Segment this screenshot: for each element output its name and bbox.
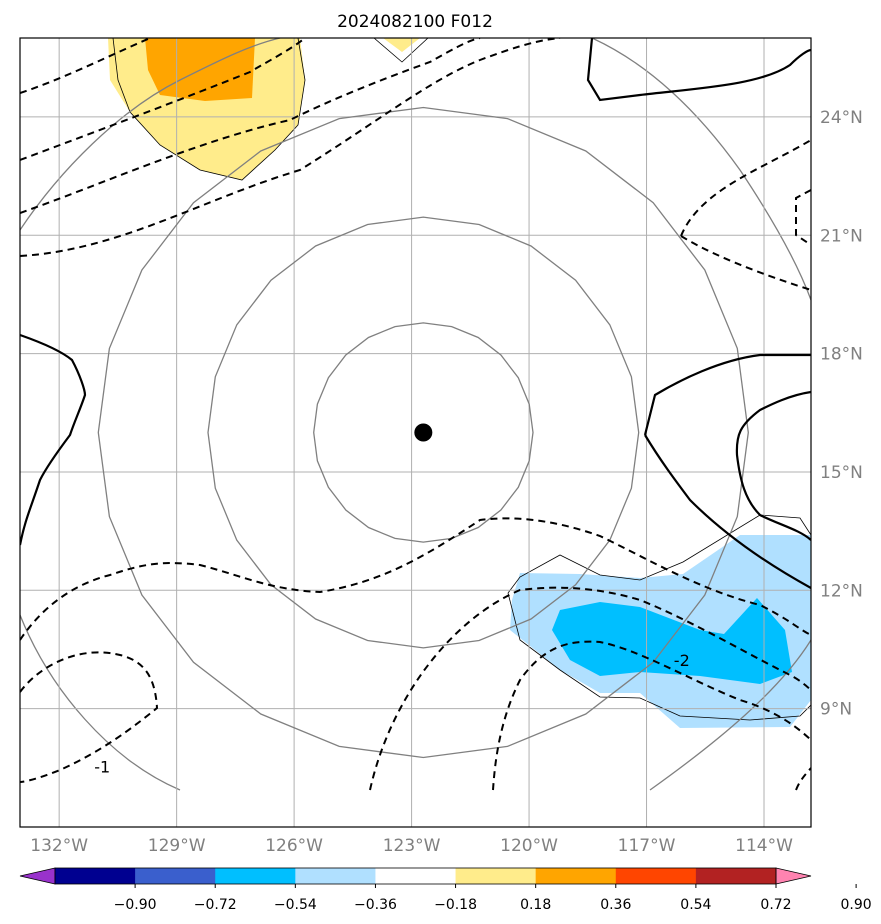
- dashed-contour-11: [492, 640, 811, 791]
- lat-tick-label-1: 21°N: [820, 226, 863, 246]
- colorbar-segment-5: [455, 868, 537, 884]
- colorbar-tick-label-7: 0.54: [680, 897, 711, 913]
- colorbar-tick-label-2: −0.54: [274, 897, 317, 913]
- colorbar: [19, 867, 812, 885]
- colorbar-segment-3: [295, 868, 376, 884]
- colorbar-segment-0: [55, 868, 136, 884]
- lon-tick-label-2: 126°W: [265, 836, 323, 856]
- colorbar-tick-label-3: −0.36: [354, 897, 397, 913]
- dashed-contour-6: [680, 235, 811, 291]
- dashed-contour-2: [20, 38, 306, 161]
- colorbar-tick-label-0: −0.90: [114, 897, 157, 913]
- lon-tick-label-0: 132°W: [30, 836, 88, 856]
- colorbar-segment-1: [135, 868, 216, 884]
- grey-contours: [20, 38, 811, 791]
- range-ring-1: [207, 216, 640, 649]
- solid-contour-4: [643, 353, 811, 436]
- colorbar-tick-labels: −0.90 −0.72 −0.54 −0.36 −0.18 0.18 0.36 0.54 0.7…: [114, 884, 872, 913]
- colorbar-tick-label-9: 0.90: [841, 897, 872, 913]
- dashed-contour-7: [795, 189, 811, 246]
- dashed-contour-1: [20, 38, 151, 94]
- solid-contours: [20, 38, 811, 589]
- latitude-tick-labels: 24°N 21°N 18°N 15°N 12°N 9°N: [820, 108, 863, 720]
- shade-outline-north: [112, 38, 306, 181]
- shade-outline-south: [507, 514, 811, 594]
- dashed-contour-3: [20, 38, 481, 214]
- solid-contour-2: [586, 38, 811, 102]
- dashed-contour-10: [369, 586, 811, 791]
- dashed-contour-5: [680, 139, 811, 237]
- dashed-contour-12: [795, 767, 811, 791]
- shade-outline-south2: [507, 592, 811, 721]
- storm-center-marker: [414, 423, 433, 442]
- solid-contour-3: [644, 434, 811, 589]
- range-rings: [97, 106, 749, 759]
- dashed-contours: [20, 38, 811, 791]
- range-ring-0: [313, 322, 534, 543]
- lon-tick-label-6: 114°W: [735, 836, 793, 856]
- shade-positive-small: [383, 38, 420, 52]
- lon-tick-label-1: 129°W: [148, 836, 206, 856]
- dashed-contour-9: [20, 651, 159, 783]
- lat-tick-label-4: 12°N: [820, 581, 863, 601]
- gridlines: [20, 38, 811, 827]
- colorbar-extend-high: [775, 867, 812, 885]
- shade-outline-north-small: [373, 38, 429, 63]
- colorbar-segment-7: [615, 868, 697, 884]
- range-ring-2: [97, 106, 749, 759]
- colorbar-tick-label-6: 0.36: [600, 897, 631, 913]
- lat-tick-label-0: 24°N: [820, 108, 863, 128]
- colorbar-segment-6: [535, 868, 617, 884]
- longitude-tick-labels: 132°W 129°W 126°W 123°W 120°W 117°W 114°W: [30, 836, 793, 856]
- map-area: -2 -1: [20, 38, 811, 827]
- lon-tick-label-3: 123°W: [383, 836, 441, 856]
- colorbar-segment-2: [215, 868, 296, 884]
- colorbar-segment-8: [695, 868, 777, 884]
- contour-label-1: -1: [94, 757, 110, 776]
- colorbar-tick-label-1: −0.72: [194, 897, 237, 913]
- solid-contour-1: [20, 333, 87, 546]
- lon-tick-label-4: 120°W: [500, 836, 558, 856]
- map-frame: [19, 37, 812, 828]
- lon-tick-label-5: 117°W: [618, 836, 676, 856]
- colorbar-segment-4: [375, 868, 457, 884]
- colorbar-tick-label-8: 0.72: [760, 897, 791, 913]
- colorbar-tick-label-5: 0.18: [520, 897, 551, 913]
- lat-tick-label-2: 18°N: [820, 345, 863, 365]
- shade-negative-dark: [552, 598, 792, 684]
- contour-label-0: -2: [674, 651, 690, 670]
- colorbar-extend-low: [19, 867, 56, 885]
- chart-title: 2024082100 F012: [337, 12, 493, 32]
- colorbar-tick-label-4: −0.18: [434, 897, 477, 913]
- lat-tick-label-5: 9°N: [820, 700, 852, 720]
- lat-tick-label-3: 15°N: [820, 463, 863, 483]
- solid-contour-5: [735, 390, 811, 541]
- colorbar-frame: [54, 867, 777, 885]
